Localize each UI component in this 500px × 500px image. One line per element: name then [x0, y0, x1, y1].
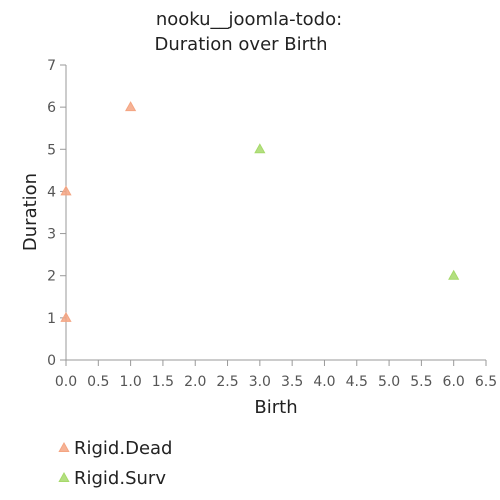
y-tick-label: 7 — [47, 58, 56, 74]
y-tick-label: 1 — [47, 311, 56, 327]
x-tick-label: 1.0 — [119, 374, 141, 390]
x-tick-label: 2.5 — [216, 374, 238, 390]
y-tick-label: 6 — [47, 100, 56, 116]
x-tick-label: 1.5 — [152, 374, 174, 390]
x-axis-ticks: 0.0 0.5 1.0 1.5 2.0 2.5 3.0 3.5 4.0 4.5 5.0 5.5 6.0 6… — [55, 360, 497, 390]
y-tick-label: 2 — [47, 269, 56, 285]
x-tick-label: 4.0 — [313, 374, 335, 390]
x-tick-label: 0.5 — [87, 374, 109, 390]
x-tick-label: 3.5 — [281, 374, 303, 390]
y-tick-label: 0 — [47, 353, 56, 369]
y-tick-label: 3 — [47, 227, 56, 243]
x-tick-label: 4.5 — [346, 374, 368, 390]
y-tick-label: 5 — [47, 142, 56, 158]
data-point-rigid-surv — [254, 143, 266, 154]
x-tick-label: 3.0 — [249, 374, 271, 390]
data-points — [60, 101, 460, 322]
plot-area: 0 1 2 3 4 5 6 7 0.0 0.5 1.0 1.5 2.0 2.5 3.0 3.5 4.0 4.5 5… — [47, 58, 497, 390]
y-axis-title: Duration — [20, 173, 41, 251]
x-tick-label: 6.5 — [475, 374, 497, 390]
x-tick-label: 5.0 — [378, 374, 400, 390]
legend-label: Rigid.Surv — [74, 468, 166, 489]
legend: Rigid.Dead Rigid.Surv — [58, 438, 172, 489]
x-tick-label: 6.0 — [443, 374, 465, 390]
data-point-rigid-surv — [448, 269, 460, 280]
y-axis-ticks: 0 1 2 3 4 5 6 7 — [47, 58, 66, 369]
x-tick-label: 0.0 — [55, 374, 77, 390]
data-point-rigid-dead — [125, 101, 137, 112]
legend-marker — [58, 471, 70, 482]
chart-title-line-2: Duration over Birth — [155, 34, 328, 55]
x-tick-label: 2.0 — [184, 374, 206, 390]
data-point-rigid-dead — [60, 311, 72, 322]
legend-label: Rigid.Dead — [74, 438, 172, 459]
legend-marker — [58, 441, 70, 452]
x-axis-title: Birth — [254, 397, 297, 418]
chart-title-line-1: nooku__joomla-todo: — [156, 9, 342, 30]
x-tick-label: 5.5 — [410, 374, 432, 390]
y-tick-label: 4 — [47, 184, 56, 200]
data-point-rigid-dead — [60, 185, 72, 196]
